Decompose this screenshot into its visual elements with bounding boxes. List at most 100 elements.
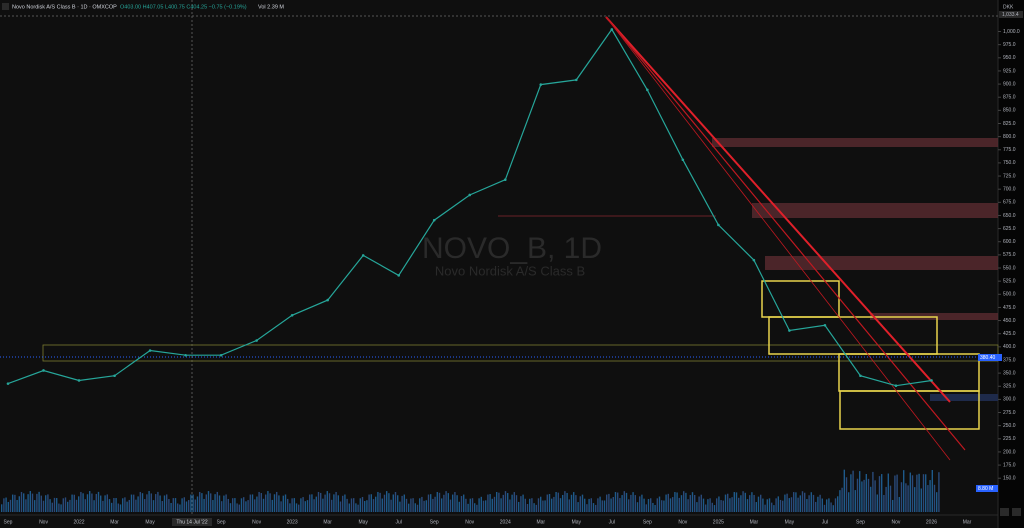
volume-bar (711, 502, 713, 512)
volume-bar (53, 497, 56, 512)
x-tick-label: Mar (750, 519, 759, 525)
volume-bar (696, 502, 698, 512)
y-tick-label: 350.0 (1003, 370, 1016, 376)
volume-bar (243, 497, 245, 512)
volume-bar (108, 499, 111, 512)
volume-bar (168, 499, 170, 512)
x-tick-label: May (145, 519, 155, 525)
volume-bar (636, 502, 639, 512)
volume-bar (425, 500, 427, 512)
price-point (681, 158, 685, 162)
volume-bar (375, 496, 377, 512)
y-tick-label: 1,000.0 (1003, 29, 1020, 35)
volume-bar (27, 494, 29, 512)
y-tick-label: 675.0 (1003, 200, 1016, 206)
volume-bar (205, 494, 207, 512)
volume-bar (467, 503, 469, 512)
volume-bar (911, 475, 914, 512)
x-tick-label: Mar (963, 519, 972, 525)
volume-bar (196, 496, 199, 512)
x-tick-label: Sep (643, 519, 652, 525)
volume-bar (610, 498, 612, 512)
volume-bar (357, 504, 359, 512)
resistance-zone (712, 138, 998, 147)
y-tick-label: 700.0 (1003, 187, 1016, 193)
volume-bar (700, 494, 702, 512)
volume-bar (174, 498, 177, 512)
volume-bar (645, 504, 647, 512)
volume-bar (390, 499, 392, 512)
price-point (6, 382, 10, 385)
volume-bar (691, 492, 694, 512)
volume-bar (762, 498, 764, 512)
price-point (788, 329, 791, 332)
volume-bar (817, 496, 819, 512)
volume-bar (859, 471, 861, 512)
volume-bar (410, 498, 412, 512)
trendline (605, 16, 966, 451)
volume-bar (229, 503, 232, 512)
volume-bar (775, 498, 777, 512)
volume-bar (709, 498, 711, 512)
volume-bar (95, 493, 97, 512)
volume-bar (179, 504, 181, 512)
volume-bar (751, 492, 753, 512)
volume-bar (416, 504, 419, 512)
volume-bar (335, 491, 337, 512)
volume-bar (31, 493, 34, 512)
x-tick-label: 2026 (926, 519, 937, 525)
last-price-bg (978, 354, 1002, 361)
volume-bar (317, 491, 320, 512)
menu-icon[interactable] (2, 3, 9, 10)
volume-bar (247, 500, 249, 512)
volume-bar (907, 485, 909, 512)
price-point (255, 339, 258, 342)
volume-bar (476, 504, 478, 512)
volume-bar (359, 498, 361, 512)
volume-bar (414, 503, 416, 512)
volume-bar (889, 485, 892, 512)
volume-bar (128, 499, 130, 512)
volume-bar (628, 499, 630, 512)
volume-bar (245, 501, 247, 512)
volume-bar (925, 474, 927, 512)
volume-bar (841, 487, 843, 512)
volume-bar (779, 499, 782, 512)
volume-bar (170, 503, 172, 512)
volume-bar (135, 499, 137, 512)
volume-bar (449, 499, 452, 512)
price-point (610, 28, 614, 31)
volume-bar (212, 500, 214, 512)
volume-bar (577, 502, 579, 512)
volume-bar (282, 495, 284, 512)
price-point (930, 379, 933, 382)
auto-button[interactable] (1000, 508, 1009, 516)
price-point (432, 218, 436, 222)
volume-bar (854, 490, 856, 512)
currency[interactable]: DKK (1003, 4, 1014, 10)
volume-bar (342, 495, 344, 512)
volume-bar (320, 492, 322, 512)
x-tick-label: Jul (609, 519, 615, 525)
price-point (859, 374, 862, 378)
volume-bar (201, 493, 203, 512)
watermark-name: Novo Nordisk A/S Class B (435, 263, 585, 278)
volume-bar (18, 496, 20, 512)
volume-bar (344, 494, 346, 512)
volume-bar (377, 491, 379, 512)
volume-bar (56, 498, 58, 512)
x-tick-label: 2023 (287, 519, 298, 525)
volume-bar (669, 498, 672, 512)
volume-bar (573, 492, 575, 512)
volume-bar (3, 498, 5, 512)
y-tick-label: 500.0 (1003, 292, 1016, 298)
volume-bar (753, 494, 755, 512)
volume-bar (533, 503, 535, 512)
volume-bar (810, 492, 812, 512)
log-button[interactable] (1012, 508, 1021, 516)
volume-bar (491, 498, 493, 512)
volume-bar (269, 493, 271, 512)
volume-bar (639, 496, 641, 512)
volume-bar (221, 501, 223, 512)
volume-bar (524, 498, 526, 512)
